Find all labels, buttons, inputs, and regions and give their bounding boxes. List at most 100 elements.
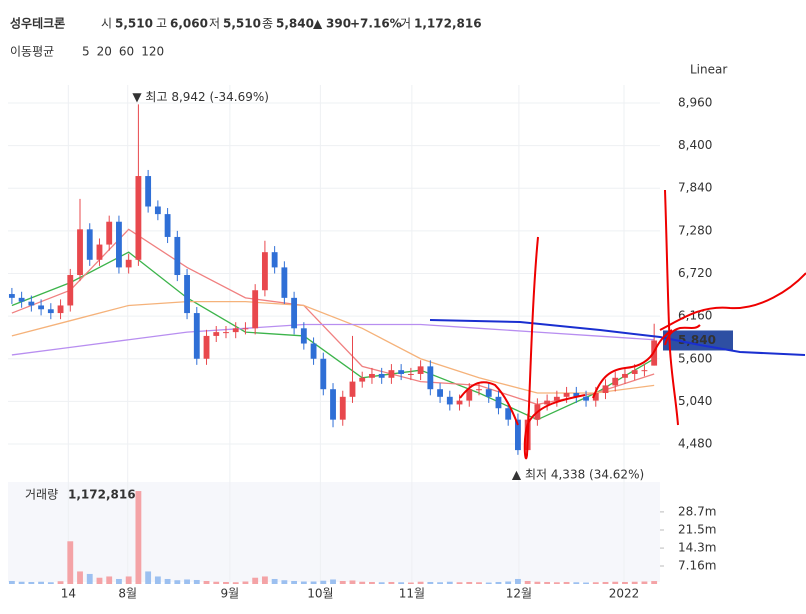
ma-legend: 5 20 60 120 [82, 45, 164, 59]
ma-label: 이동평균 [10, 45, 54, 59]
volume-bar [378, 582, 385, 584]
candle-body [261, 252, 268, 291]
candle-body [135, 176, 142, 260]
value: 5,510 [115, 17, 153, 31]
candle-body [437, 389, 443, 397]
candle-body [125, 259, 132, 268]
candle-body [369, 373, 375, 378]
volume-title: 거래량 [25, 488, 58, 502]
candle-body [154, 206, 161, 215]
volume-bar [398, 582, 405, 584]
volume-bar [8, 580, 15, 584]
hand-drawn-mark [664, 189, 679, 426]
volume-bar [86, 573, 93, 584]
volume-bar [417, 581, 424, 584]
y-tick-label: 14.3m [678, 541, 716, 555]
volume-bar [515, 578, 521, 584]
candle-body [145, 176, 152, 207]
y-tick-label: 28.7m [678, 504, 716, 518]
candle-body [583, 396, 589, 401]
candle-body [388, 370, 395, 378]
value: 1,172,816 [414, 17, 482, 31]
label: 거 [400, 17, 411, 31]
legend-entry: 120 [141, 45, 164, 59]
hand-drawn-mark [592, 329, 673, 399]
candle-body [223, 332, 229, 334]
volume-bar [369, 581, 375, 584]
candle-body [592, 393, 599, 401]
candle-body [184, 275, 190, 314]
candle-body [427, 366, 434, 390]
volume-bar [563, 581, 570, 584]
volume-bar [612, 581, 619, 584]
volume-bar [339, 580, 346, 584]
y-tick-label: 5,600 [678, 351, 712, 365]
volume-bar [252, 577, 259, 584]
volume-bar [28, 581, 35, 584]
scale-label: Linear [690, 63, 727, 77]
y-tick-label: 6,160 [678, 309, 712, 323]
legend-entry: 20 [97, 45, 112, 59]
volume-bar [553, 582, 560, 584]
hand-drawn-mark [429, 319, 806, 356]
volume-bar [534, 581, 541, 584]
candle-body [203, 335, 210, 359]
candle-body [622, 373, 628, 378]
value: 5,510 [223, 17, 261, 31]
label: 종 [262, 17, 273, 31]
volume-bar [232, 582, 239, 584]
value: 6,060 [170, 17, 208, 31]
legend-entry: 5 [82, 45, 90, 59]
volume-bar [456, 582, 463, 584]
volume-bar [213, 581, 220, 584]
candle-body [291, 297, 298, 329]
candle-body [602, 385, 609, 394]
candle-body [300, 328, 307, 344]
candle-body [67, 275, 74, 306]
legend-entry: 60 [119, 45, 134, 59]
label: 시 [101, 17, 112, 31]
candle-body [106, 221, 113, 245]
candle-body [339, 396, 346, 420]
volume-bar [271, 578, 278, 584]
candle-body [485, 389, 492, 397]
volume-bar [145, 571, 152, 584]
price-tag [663, 330, 733, 351]
candle-body [86, 229, 93, 260]
candle-body [213, 332, 220, 336]
y-tick-label: 7.16m [678, 559, 716, 573]
x-tick-label: 10월 [307, 587, 333, 601]
volume-bar [641, 581, 648, 584]
volume-bar [320, 580, 327, 584]
candle-body [398, 370, 405, 374]
y-tick-label: 7,840 [678, 181, 712, 195]
x-tick-label: 12월 [506, 587, 532, 601]
y-tick-label: 6,720 [678, 266, 712, 280]
volume-bar [466, 581, 473, 584]
candle-body [612, 377, 619, 386]
volume-bar [330, 579, 336, 584]
candle-body [28, 301, 35, 306]
volume-bar [67, 541, 74, 584]
candle-body [573, 393, 580, 397]
volume-bar [427, 581, 434, 584]
volume-bar [174, 580, 181, 584]
volume-bar [476, 582, 482, 584]
candle-body [505, 408, 512, 420]
value: 5,840 [276, 17, 314, 31]
x-tick-label: 9월 [221, 587, 240, 601]
candle-body [116, 221, 122, 268]
volume-bar [573, 582, 580, 584]
volume-bar [485, 582, 492, 584]
candle-body [349, 381, 356, 397]
label: 고 [156, 17, 167, 31]
x-tick-label: 14 [61, 587, 76, 601]
volume-bar [203, 580, 210, 584]
change-pct: +7.16% [350, 17, 402, 31]
candle-body [417, 366, 424, 374]
candle-body [18, 297, 25, 302]
volume-bar [446, 581, 453, 584]
volume-bar [135, 491, 142, 584]
volume-bar [495, 581, 502, 584]
